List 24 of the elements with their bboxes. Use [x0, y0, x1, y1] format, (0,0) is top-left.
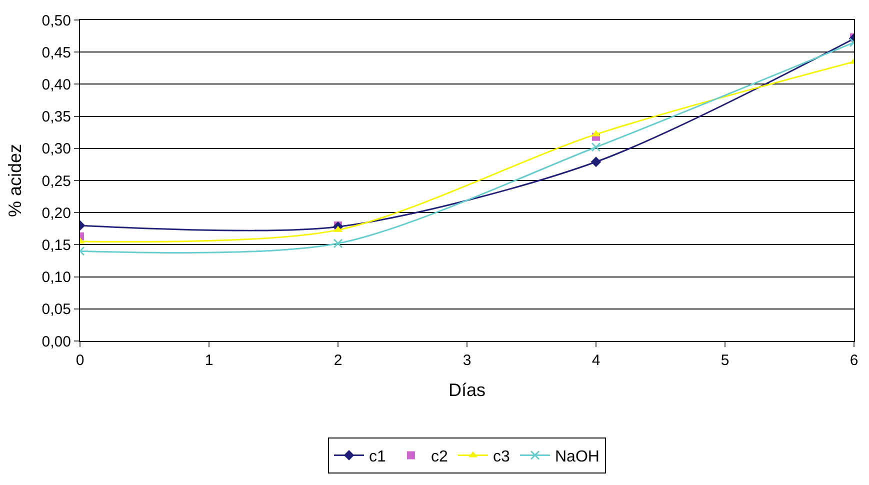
x-tick-label: 4 [592, 352, 600, 369]
legend-label: c2 [431, 448, 448, 466]
x-tick-label: 0 [76, 352, 84, 369]
x-tick-label: 3 [462, 352, 472, 369]
legend-label: c3 [493, 448, 510, 466]
x-axis-title: Días [448, 380, 486, 400]
y-tick-label: 0,45 [42, 44, 71, 62]
x-tick-label: 2 [334, 352, 342, 369]
x-tick-label: 5 [720, 352, 730, 369]
y-tick-label: 0,15 [42, 236, 71, 254]
y-tick-label: 0,40 [42, 76, 71, 94]
y-tick-label: 0,20 [42, 204, 71, 222]
x-tick-label: 6 [850, 352, 858, 369]
y-tick-label: 0,30 [42, 140, 71, 158]
y-tick-label: 0,50 [42, 12, 71, 30]
y-tick-label: 0,25 [42, 172, 71, 190]
legend-label: c1 [369, 448, 386, 466]
y-axis-title: % acidez [4, 144, 25, 218]
y-tick-label: 0,35 [42, 108, 71, 126]
y-tick-label: 0,05 [42, 301, 71, 318]
x-tick-label: 1 [204, 352, 214, 369]
legend-label: NaOH [555, 448, 600, 466]
y-tick-label: 0,10 [42, 269, 71, 286]
y-tick-label: 0,00 [42, 333, 71, 350]
